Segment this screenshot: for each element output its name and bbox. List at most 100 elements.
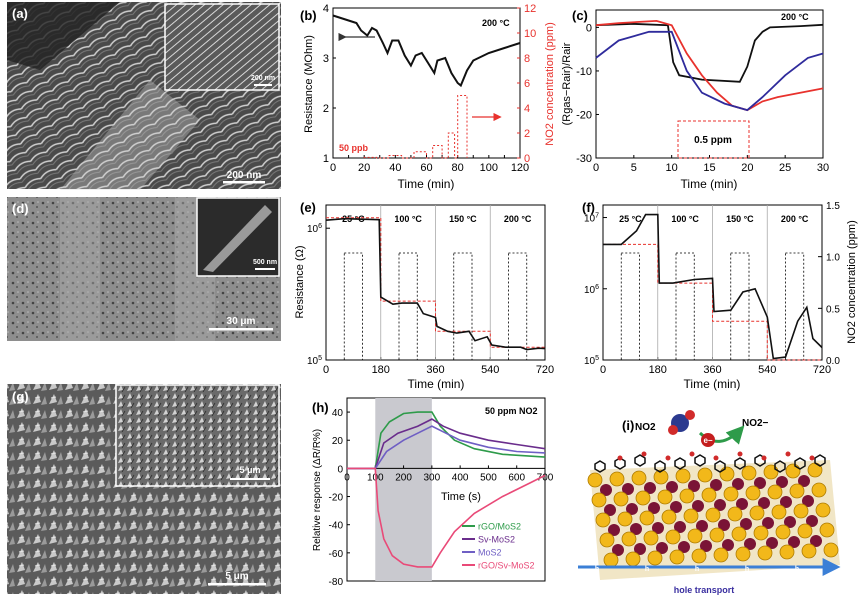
- y-tick-label: 40: [332, 408, 344, 419]
- hole-marker: h: [595, 566, 599, 573]
- series-line-mos2: [347, 425, 546, 470]
- y-tick-label: 0: [337, 464, 343, 475]
- graphene-ring: [774, 460, 786, 473]
- y2-tick-label: 0.0: [826, 356, 840, 367]
- electron-icon: [701, 433, 715, 447]
- panel-d: (d) 30 μm 500 nm: [7, 197, 281, 341]
- x-tick-label: 360: [703, 364, 721, 376]
- x-ticks: 0 5 10 15 20 25 30: [593, 155, 829, 174]
- y-axis-label: Relative response (ΔR/R%): [312, 429, 323, 551]
- y-tick-label: 105: [307, 355, 322, 367]
- temperature-label: 25 °C: [619, 214, 642, 224]
- oxygen-atom: [617, 455, 623, 461]
- sulfur-atom: [745, 485, 761, 501]
- oxygen-atom: [737, 451, 743, 457]
- sulfur-atom: [617, 511, 633, 527]
- graphene-ring: [714, 460, 726, 473]
- sulfur-atom: [723, 486, 739, 502]
- sulfur-atom: [719, 466, 735, 482]
- y2-tick-label: 10: [524, 28, 536, 40]
- graphene-ring: [734, 457, 746, 470]
- molybdenum-atom: [634, 543, 646, 555]
- annotation: 50 ppb: [339, 143, 369, 153]
- temp-label: 200 °C: [482, 18, 510, 28]
- tick-exponent: 6: [318, 223, 322, 230]
- inset-scale-bar: [255, 268, 275, 270]
- legend-label: rGO/MoS2: [478, 522, 521, 532]
- gas-exposure-region: [375, 398, 432, 581]
- sulfur-atom: [691, 548, 707, 564]
- series-line-resistance: [332, 14, 521, 88]
- sulfur-atom: [701, 487, 717, 503]
- panel-label: (b): [300, 8, 317, 23]
- gas-pulse: [343, 252, 363, 361]
- graphene-ring: [654, 460, 666, 473]
- series-line-black: [595, 22, 824, 83]
- panel-a: (a) 200 nm 200 nm: [7, 2, 281, 190]
- legend-label: Sv-MoS2: [478, 535, 515, 545]
- hole-marker: h: [745, 566, 749, 573]
- sulfur-atom: [709, 527, 725, 543]
- y-tick-label: 20: [332, 436, 344, 447]
- sulfur-atom: [815, 502, 831, 518]
- molybdenum-atom: [780, 496, 792, 508]
- inset-scale-label: 500 nm: [253, 259, 277, 266]
- panel-label: (f): [582, 200, 595, 215]
- x-axis-label: Time (min): [408, 377, 465, 391]
- y-tick-label: -60: [329, 549, 344, 560]
- x-axis-label: Time (min): [681, 177, 738, 191]
- x-tick-label: 0: [323, 364, 329, 376]
- series-line-red: [595, 19, 824, 112]
- oxygen-atom: [665, 455, 671, 461]
- molybdenum-atom: [736, 498, 748, 510]
- y-ticks: 0 -10 -20 -30: [576, 22, 599, 165]
- series-group: [325, 217, 546, 361]
- panel-label: (e): [300, 200, 316, 215]
- y2-tick-label: 1.0: [826, 253, 840, 264]
- molybdenum-atom: [688, 480, 700, 492]
- series-group: [603, 213, 823, 361]
- y-tick-label: 106: [307, 223, 322, 235]
- y-tick-label: -20: [576, 109, 592, 121]
- molybdenum-atom: [718, 519, 730, 531]
- molybdenum-atom: [678, 541, 690, 553]
- sulfur-atom: [595, 512, 611, 528]
- oxygen-atom: [809, 455, 815, 461]
- temperature-label: 100 °C: [394, 214, 422, 224]
- y2-tick-label: 1.5: [826, 201, 840, 212]
- gas-pulse: [453, 252, 473, 361]
- sulfur-atom: [613, 491, 629, 507]
- sulfur-atom: [735, 546, 751, 562]
- y-tick-label: 3: [323, 53, 329, 65]
- sulfur-atom: [749, 505, 765, 521]
- series-line-rgo-mos2: [347, 411, 546, 470]
- plot-frame: [346, 397, 546, 582]
- molybdenum-atom: [754, 477, 766, 489]
- gas-pulse: [620, 252, 640, 361]
- sulfur-atom: [631, 470, 647, 486]
- molybdenum-atom: [740, 518, 752, 530]
- sulfur-atom: [767, 484, 783, 500]
- scale-bar: [223, 181, 265, 184]
- series-group: [595, 19, 824, 112]
- tick-base: 10: [307, 356, 319, 367]
- sulfur-atom: [771, 504, 787, 520]
- graphene-ring: [694, 454, 706, 467]
- x-ticks: 0 180 360 540 720: [600, 205, 831, 376]
- legend-label: MoS2: [478, 548, 502, 558]
- hole-marker: h: [645, 566, 649, 573]
- temp-label: 200 °C: [781, 12, 809, 22]
- oxygen-atom: [668, 425, 678, 435]
- graphene-ring: [674, 457, 686, 470]
- sulfur-atom: [763, 464, 779, 480]
- hole-transport-label: hole transport: [674, 585, 735, 595]
- molybdenum-atom: [622, 483, 634, 495]
- y-tick-label: 105: [584, 355, 599, 367]
- sulfur-atom: [785, 463, 801, 479]
- series-line-rgo-sv-mos2: [347, 467, 546, 568]
- panel-label: (h): [312, 400, 329, 415]
